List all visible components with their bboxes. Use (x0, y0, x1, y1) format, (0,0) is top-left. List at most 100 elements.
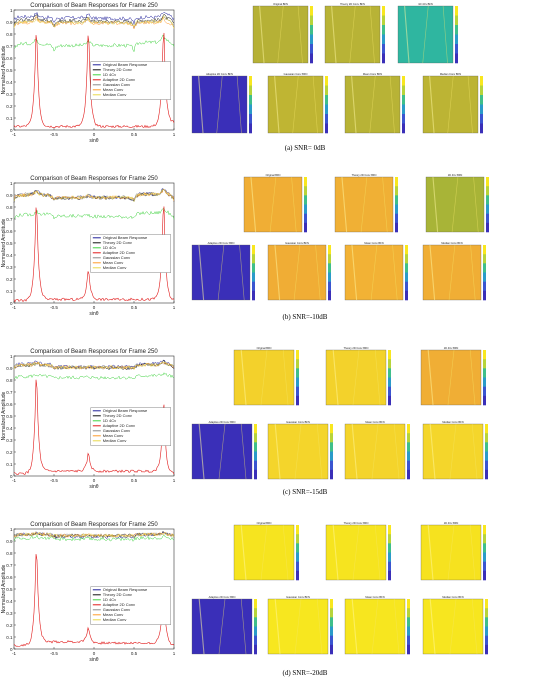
legend-entry: Theory 2D Conv (103, 240, 132, 245)
y-tick-label: 1 (10, 8, 13, 13)
bfn-tile: Mean Conv BFN (344, 595, 410, 655)
bfn-tile-title: Mean Conv BFN (363, 72, 382, 76)
colorbar-segment (483, 254, 486, 264)
y-tick-label: 0.2 (6, 450, 13, 455)
colorbar-segment (330, 424, 333, 434)
bfn-tile-title: Gaussian Conv BFN (286, 595, 310, 599)
beam-trace (274, 598, 281, 655)
bfn-tile-title: Mean Conv BFN (364, 241, 383, 245)
series-line (13, 15, 175, 29)
bfn-tile-title: Median Conv BFN (441, 241, 462, 245)
bfn-tile-title: Original BFN (257, 521, 272, 525)
beam-trace (316, 423, 323, 480)
x-tick-label: 0 (93, 651, 96, 656)
beam-trace (312, 75, 318, 134)
bfn-tile-title: Theory 2D Conv BFN (344, 346, 369, 350)
y-tick-label: 0 (10, 647, 13, 652)
colorbar-segment (325, 123, 328, 134)
colorbar-segment (395, 222, 398, 233)
colorbar-segment (388, 543, 391, 553)
colorbar-segment (330, 469, 333, 480)
colorbar-segment (480, 76, 483, 86)
bfn-tile: Mean Conv BFN (344, 420, 410, 480)
bfn-tile: 1D 4Cv BFN (397, 2, 458, 64)
x-tick-label: -0.5 (50, 305, 58, 310)
bfn-tile: Gaussian Conv BFN (267, 72, 328, 134)
y-axis-label: Normalized Amplitude (1, 218, 7, 267)
y-tick-label: 0 (10, 128, 13, 133)
series-line (13, 11, 175, 25)
series-line (13, 32, 175, 129)
y-tick-label: 0.3 (6, 265, 13, 270)
series-line (13, 34, 175, 53)
colorbar-segment (382, 44, 385, 54)
legend-entry: Adaptive 2D Conv (103, 602, 135, 607)
colorbar-segment (296, 386, 299, 397)
beam-trace (469, 524, 476, 581)
colorbar-segment (407, 635, 410, 646)
colorbar-segment (254, 433, 257, 443)
colorbar-segment (486, 186, 489, 196)
bfn-tile: Theory 2D Conv BFN (325, 346, 391, 406)
colorbar-segment (485, 442, 488, 452)
colorbar-segment (405, 272, 408, 282)
colorbar-segment (480, 123, 483, 134)
bfn-tile-title: Adaptive 2D Conv BFN (209, 420, 236, 424)
colorbar-segment (296, 534, 299, 544)
x-tick-label: -1 (12, 478, 16, 483)
colorbar-segment (310, 25, 313, 35)
colorbar-segment (485, 644, 488, 655)
beam-trace (240, 598, 247, 655)
bfn-tile: Original BFN (243, 173, 307, 233)
x-tick-label: -0.5 (50, 651, 58, 656)
panel-a: Comparison of Beam Responses for Frame 2… (0, 0, 550, 173)
y-axis-label: Normalized Amplitude (1, 391, 7, 440)
beam-trace (429, 423, 436, 480)
y-tick-label: 0.6 (6, 575, 13, 580)
bfn-tile: Adaptive 2D Conv BFN (191, 420, 257, 480)
beam-trace (282, 524, 289, 581)
series-line (13, 189, 175, 203)
colorbar-segment (455, 6, 458, 16)
x-tick-label: 1 (173, 132, 176, 137)
beam-trace (316, 598, 323, 655)
y-tick-label: 0.6 (6, 229, 13, 234)
colorbar-segment (254, 599, 257, 609)
legend-entry: 1D 4Cv (103, 418, 116, 423)
colorbar-segment (485, 635, 488, 646)
bfn-tile: Median Conv BFN (422, 595, 488, 655)
bfn-tile-title: 1D 4Cv BFN (448, 173, 463, 177)
bfn-tile-title: Median Conv BFN (440, 72, 461, 76)
colorbar-segment (483, 281, 486, 292)
bfn-tile-title: Median Conv BFN (442, 595, 463, 599)
colorbar-segment (402, 76, 405, 86)
beam-trace (198, 598, 205, 655)
colorbar-segment (407, 433, 410, 443)
colorbar-segment (483, 561, 486, 572)
x-tick-label: -1 (12, 651, 16, 656)
beam-trace (374, 524, 381, 581)
colorbar-segment (402, 85, 405, 96)
colorbar-segment (485, 433, 488, 443)
colorbar-segment (310, 44, 313, 54)
colorbar-segment (252, 272, 255, 282)
series-line (13, 554, 175, 647)
colorbar-segment (388, 570, 391, 581)
colorbar-segment (483, 290, 486, 301)
colorbar-segment (330, 644, 333, 655)
colorbar-segment (296, 543, 299, 553)
x-tick-label: 1 (173, 478, 176, 483)
colorbar-segment (325, 76, 328, 86)
beam-trace (351, 75, 357, 134)
colorbar-segment (407, 442, 410, 452)
colorbar-segment (330, 617, 333, 627)
bfn-tile-title: 1D 4Cv BFN (444, 346, 459, 350)
beam-trace (427, 524, 434, 581)
plot-title: Comparison of Beam Responses for Frame 2… (30, 176, 158, 182)
beam-trace (351, 423, 358, 480)
colorbar-segment (254, 424, 257, 434)
colorbar-segment (485, 608, 488, 618)
series-line (13, 208, 175, 220)
colorbar-segment (486, 177, 489, 187)
colorbar-segment (388, 525, 391, 535)
